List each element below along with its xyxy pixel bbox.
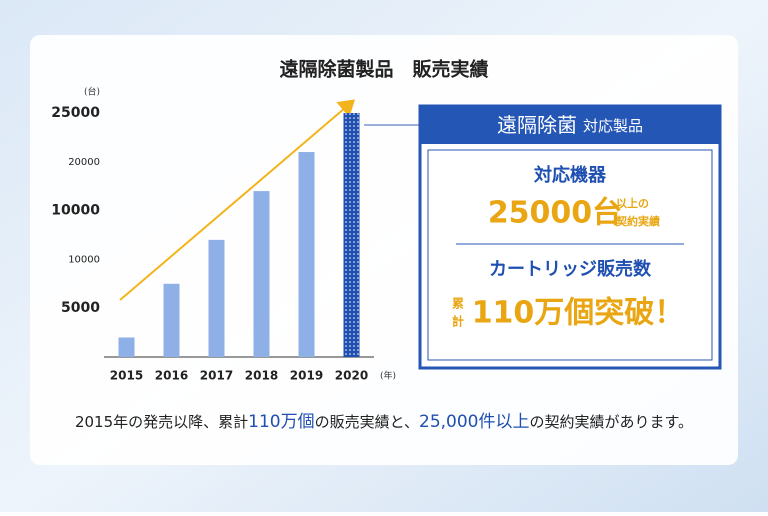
x-tick-label: 2016 [155,369,188,383]
x-tick-label: 2018 [245,369,278,383]
x-unit: (年) [380,370,396,382]
panel-header-text: 遠隔除菌 対応製品 [497,113,643,137]
y-tick-label: 10000 [51,203,100,219]
panel-header [420,106,720,144]
x-tick-label: 2020 [335,369,368,383]
footer-part: 2015年の発売以降、累計 [75,413,248,431]
cartridge-note: 累 [452,297,464,311]
device-count: 25000台 [488,196,622,231]
cartridge-note: 計 [452,314,464,329]
device-note: 契約実績 [615,214,660,228]
cartridge-count: 110万個突破！ [472,296,685,331]
device-label: 対応機器 [533,164,607,186]
y-unit: (台) [84,86,100,98]
bar [253,191,270,357]
bar [208,239,225,357]
bar-dots [343,113,360,357]
footer-part: の契約実績があります。 [530,413,694,431]
footer-part: 110万個 [248,412,314,432]
chart-title: 遠隔除菌製品 販売実績 [279,58,488,81]
bar [298,152,315,357]
bar [118,337,135,357]
footer-text: 2015年の発売以降、累計110万個の販売実績と、25,000件以上の契約実績が… [75,412,693,432]
x-tick-label: 2017 [200,369,233,383]
footer-part: 25,000件以上 [419,412,529,432]
bar [163,283,180,357]
x-tick-label: 2019 [290,369,323,383]
y-tick-label: 25000 [51,105,100,121]
y-tick-label: 5000 [61,300,100,316]
footer-part: の販売実績と、 [315,413,419,431]
cartridge-label: カートリッジ販売数 [489,258,652,280]
trend-arrow [119,99,356,301]
device-note: 以上の [616,196,649,210]
y-tick-label: 20000 [68,157,100,168]
x-tick-label: 2015 [110,369,143,383]
panel: 遠隔除菌 対応製品 対応機器 25000台 以上の 契約実績 カートリッジ販売数 … [418,104,722,370]
y-tick-label: 10000 [68,254,100,265]
panel-inner [427,149,713,361]
